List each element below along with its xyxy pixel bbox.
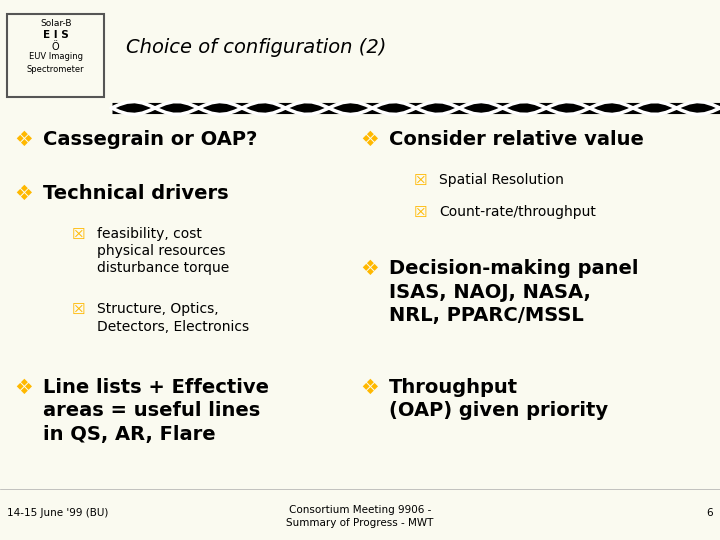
Text: Throughput
(OAP) given priority: Throughput (OAP) given priority <box>389 378 608 421</box>
Text: ☒: ☒ <box>414 205 428 220</box>
Text: Structure, Optics,
Detectors, Electronics: Structure, Optics, Detectors, Electronic… <box>97 302 249 334</box>
Text: Spectrometer: Spectrometer <box>27 65 85 74</box>
Text: Spatial Resolution: Spatial Resolution <box>439 173 564 187</box>
Text: ☒: ☒ <box>72 227 86 242</box>
Text: ❖: ❖ <box>360 378 379 398</box>
Text: Cassegrain or OAP?: Cassegrain or OAP? <box>43 130 258 148</box>
Text: 14-15 June '99 (BU): 14-15 June '99 (BU) <box>7 508 109 518</box>
Text: Consortium Meeting 9906 -
Summary of Progress - MWT: Consortium Meeting 9906 - Summary of Pro… <box>287 505 433 528</box>
Text: 6: 6 <box>706 508 713 518</box>
Text: Ö: Ö <box>52 42 60 52</box>
Text: ❖: ❖ <box>360 130 379 150</box>
Text: ❖: ❖ <box>14 378 33 398</box>
Text: Consider relative value: Consider relative value <box>389 130 644 148</box>
Text: ❖: ❖ <box>14 130 33 150</box>
Text: ☒: ☒ <box>72 302 86 318</box>
Text: Count-rate/throughput: Count-rate/throughput <box>439 205 596 219</box>
Text: ☒: ☒ <box>414 173 428 188</box>
Text: EUV Imaging: EUV Imaging <box>29 52 83 62</box>
Text: Solar-B: Solar-B <box>40 19 71 28</box>
Text: E I S: E I S <box>43 30 68 40</box>
Text: Technical drivers: Technical drivers <box>43 184 229 202</box>
Text: Line lists + Effective
areas = useful lines
in QS, AR, Flare: Line lists + Effective areas = useful li… <box>43 378 269 444</box>
Text: ❖: ❖ <box>14 184 33 204</box>
Text: Choice of configuration (2): Choice of configuration (2) <box>126 38 387 57</box>
FancyBboxPatch shape <box>7 14 104 97</box>
Text: Decision-making panel
ISAS, NAOJ, NASA,
NRL, PPARC/MSSL: Decision-making panel ISAS, NAOJ, NASA, … <box>389 259 639 325</box>
Text: feasibility, cost
physical resources
disturbance torque: feasibility, cost physical resources dis… <box>97 227 230 275</box>
Text: ❖: ❖ <box>360 259 379 279</box>
